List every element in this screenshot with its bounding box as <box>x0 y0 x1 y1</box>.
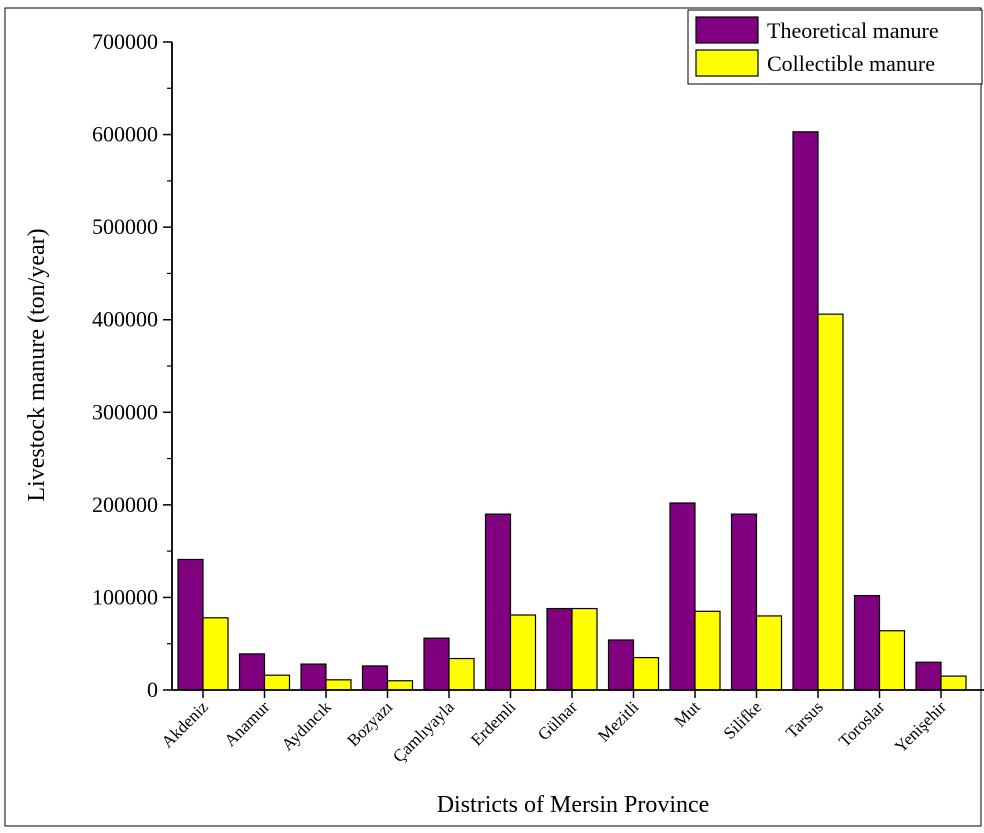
bar-collectible-1 <box>263 674 291 691</box>
x-axis-title: Districts of Mersin Province <box>437 792 710 818</box>
bar-theoretical-0 <box>177 558 204 691</box>
y-tick-label: 500000 <box>92 214 158 239</box>
legend-label-theoretical: Theoretical manure <box>767 18 939 43</box>
bars-group <box>177 131 967 691</box>
bar-theoretical-7 <box>607 639 635 691</box>
y-tick-label: 200000 <box>92 492 158 517</box>
y-tick-label: 700000 <box>92 29 158 54</box>
bar-theoretical-9 <box>730 513 758 691</box>
bar-collectible-11 <box>878 630 906 691</box>
bar-collectible-2 <box>325 679 352 691</box>
y-tick-label: 600000 <box>92 122 158 147</box>
bar-collectible-4 <box>448 657 475 691</box>
y-tick-label: 400000 <box>92 307 158 332</box>
bar-collectible-5 <box>509 614 537 691</box>
y-tick-label: 100000 <box>92 584 158 609</box>
legend-label-collectible: Collectible manure <box>767 51 935 76</box>
bar-theoretical-10 <box>792 131 819 691</box>
bar-collectible-12 <box>940 675 967 691</box>
legend-swatch-theoretical <box>695 16 759 44</box>
bar-collectible-6 <box>571 607 598 691</box>
bar-theoretical-12 <box>915 661 942 691</box>
bar-collectible-7 <box>632 656 660 691</box>
bar-theoretical-6 <box>546 607 573 691</box>
y-tick-label: 0 <box>147 677 158 702</box>
bar-theoretical-4 <box>423 637 450 691</box>
bar-collectible-8 <box>694 610 721 691</box>
bar-theoretical-8 <box>669 502 696 691</box>
bar-theoretical-5 <box>484 513 512 691</box>
bar-collectible-10 <box>817 313 844 691</box>
bar-theoretical-1 <box>238 653 266 691</box>
bar-theoretical-3 <box>361 665 389 691</box>
legend: Theoretical manure Collectible manure <box>687 9 983 85</box>
y-tick-label: 300000 <box>92 399 158 424</box>
bar-collectible-9 <box>755 615 783 691</box>
y-axis-title: Livestock manure (ton/year) <box>24 228 50 501</box>
legend-swatch-collectible <box>695 49 759 77</box>
bar-collectible-0 <box>202 617 229 691</box>
bar-theoretical-11 <box>853 594 881 691</box>
bar-theoretical-2 <box>300 663 327 691</box>
bar-collectible-3 <box>386 680 414 691</box>
